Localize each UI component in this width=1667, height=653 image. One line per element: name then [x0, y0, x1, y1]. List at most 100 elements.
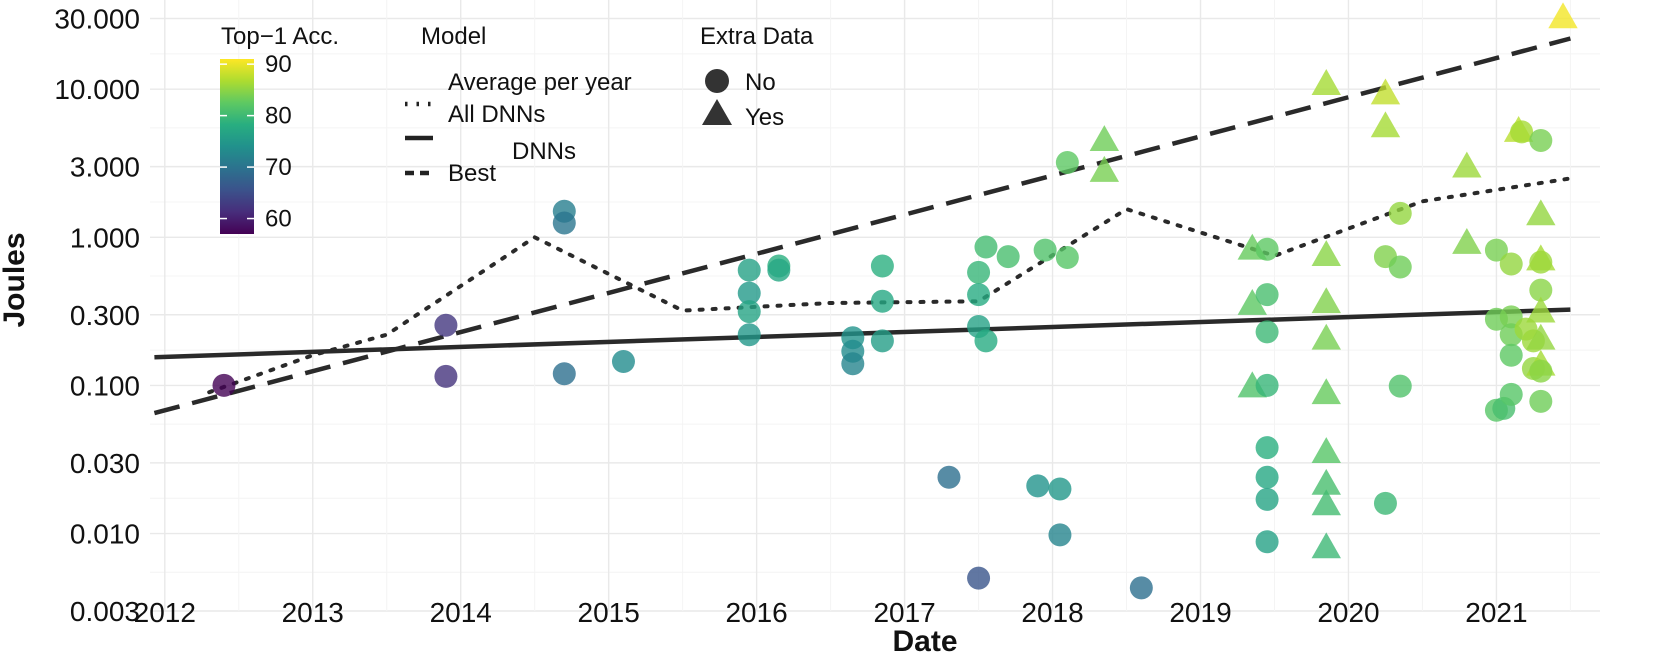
model-legend-title: Model — [421, 23, 486, 50]
data-point-triangle — [1311, 468, 1341, 495]
data-point-triangle — [1237, 289, 1267, 315]
color-legend-tick-label: 80 — [265, 103, 292, 130]
data-point-circle — [737, 300, 761, 324]
y-tick-label: 1.000 — [70, 222, 140, 253]
data-point-triangle — [1311, 489, 1341, 516]
data-point-triangle — [1526, 323, 1556, 350]
y-tick-label: 0.030 — [70, 448, 140, 479]
color-legend-bar — [220, 59, 254, 234]
data-point-circle — [870, 329, 894, 353]
trend-line-dashed — [153, 36, 1571, 416]
data-point-circle — [767, 258, 791, 282]
data-point-circle — [937, 465, 961, 489]
data-point-circle — [967, 283, 991, 307]
data-point-triangle — [1089, 125, 1120, 152]
trend-line-dotted — [207, 176, 1573, 395]
data-point-circle — [1388, 201, 1412, 225]
data-point-circle — [974, 329, 998, 353]
color-legend-title: Top−1 Acc. — [221, 23, 339, 50]
color-legend-tick-label: 60 — [265, 206, 292, 233]
x-tick-label: 2020 — [1317, 597, 1379, 628]
data-point-circle — [870, 289, 894, 313]
data-point-circle — [1255, 465, 1279, 489]
data-point-circle — [212, 373, 236, 397]
data-point-circle — [1026, 474, 1050, 498]
x-tick-label: 2019 — [1169, 597, 1231, 628]
data-point-triangle — [1311, 378, 1341, 405]
data-point-circle — [737, 323, 761, 347]
x-axis-ticks: 2012 2013 2014 2015 2016 2017 2018 2019 2020 2021 — [134, 597, 1528, 628]
data-point-circle — [1255, 436, 1279, 460]
model-legend-label-all-dnns: All DNNs — [448, 101, 545, 128]
data-point-circle — [552, 211, 576, 235]
model-legend-label-average: Average per year — [448, 69, 632, 96]
data-point-triangle — [1526, 296, 1556, 323]
data-point-circle — [1048, 477, 1072, 501]
color-legend-tick-label: 70 — [265, 154, 292, 181]
data-point-triangle — [1311, 240, 1341, 267]
y-tick-label: 0.300 — [70, 300, 140, 331]
grid — [150, 0, 1600, 612]
color-legend: Top−1 Acc. 90 80 70 60 — [220, 23, 339, 234]
y-tick-label: 3.000 — [70, 152, 140, 183]
data-point-triangle — [1311, 287, 1341, 314]
data-point-triangle — [1370, 111, 1401, 138]
data-point-circle — [1499, 382, 1523, 406]
data-point-circle — [1255, 373, 1279, 397]
extra-data-legend-label-yes: Yes — [745, 104, 784, 131]
data-point-triangle — [1311, 532, 1341, 559]
data-point-triangle — [1526, 199, 1556, 226]
data-point-triangle — [1089, 155, 1120, 182]
data-point-triangle — [1311, 69, 1341, 95]
color-legend-tick-label: 90 — [265, 51, 292, 78]
data-point-circle — [1510, 120, 1534, 144]
data-point-circle — [1388, 374, 1412, 398]
data-point-triangle — [1452, 227, 1482, 254]
y-tick-label: 0.003 — [70, 596, 140, 627]
data-point-circle — [1529, 250, 1553, 274]
data-points — [212, 2, 1578, 600]
data-point-circle — [870, 254, 894, 278]
data-point-circle — [1055, 246, 1079, 270]
x-tick-label: 2016 — [725, 597, 787, 628]
x-axis-title: Date — [892, 625, 957, 653]
data-point-triangle — [1548, 2, 1578, 29]
data-point-triangle — [1370, 78, 1401, 105]
data-point-circle — [737, 281, 761, 305]
y-axis-title: Joules — [0, 232, 31, 327]
data-point-circle — [611, 350, 635, 374]
color-legend-ticks: 90 80 70 60 — [220, 51, 292, 233]
extra-data-legend-title: Extra Data — [700, 23, 814, 50]
data-point-circle — [974, 235, 998, 259]
x-tick-label: 2013 — [282, 597, 344, 628]
extra-data-legend: Extra Data No Yes — [700, 23, 814, 131]
data-point-circle — [434, 313, 458, 337]
data-point-circle — [1255, 237, 1279, 261]
model-legend-label-best: Best — [448, 160, 496, 187]
data-point-circle — [967, 260, 991, 284]
data-point-circle — [1129, 576, 1153, 600]
extra-data-legend-label-no: No — [745, 69, 776, 96]
data-point-circle — [1255, 283, 1279, 307]
y-tick-label: 30.000 — [54, 4, 140, 35]
data-point-circle — [434, 364, 458, 388]
y-axis-ticks: 0.003 0.010 0.030 0.100 0.300 1.000 3.000 10.00… — [54, 4, 140, 627]
data-point-circle — [1255, 487, 1279, 511]
data-point-circle — [1373, 491, 1397, 515]
data-point-circle — [1048, 523, 1072, 547]
data-point-circle — [1484, 238, 1508, 262]
data-point-circle — [1499, 252, 1523, 276]
data-point-circle — [1388, 255, 1412, 279]
x-tick-label: 2012 — [134, 597, 196, 628]
data-point-circle — [1033, 238, 1057, 262]
y-tick-label: 10.000 — [54, 74, 140, 105]
data-point-triangle — [1311, 437, 1341, 464]
data-point-circle — [841, 352, 865, 376]
x-tick-label: 2014 — [430, 597, 492, 628]
data-point-circle — [996, 245, 1020, 269]
data-point-circle — [1529, 359, 1553, 383]
y-tick-label: 0.010 — [70, 519, 140, 550]
x-tick-label: 2017 — [873, 597, 935, 628]
